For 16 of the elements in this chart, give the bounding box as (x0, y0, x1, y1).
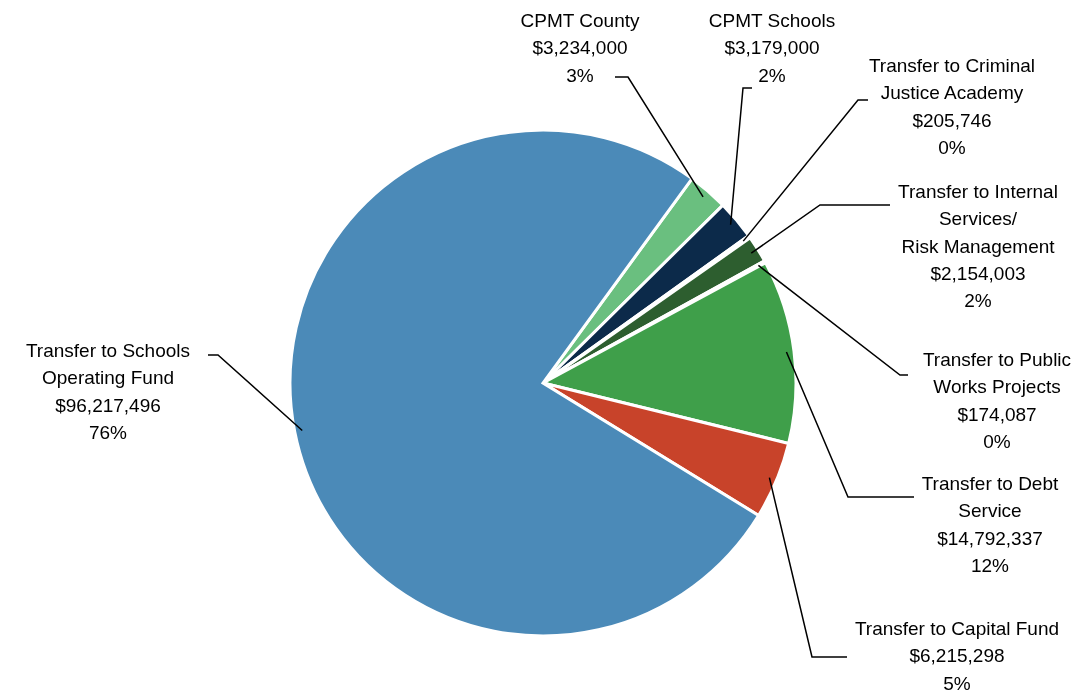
data-label: $2,154,003 2% (930, 262, 1026, 312)
slice-label: Transfer to Debt Service (921, 473, 1059, 522)
slice-label: Transfer to Capital Fund (854, 618, 1060, 639)
data-label: $205,746 0% (912, 109, 992, 158)
data-label: $14,792,337 12% (937, 527, 1043, 576)
data-label: $96,217,496 76% (55, 394, 161, 443)
slice-label: Transfer to Schools Operating Fund (25, 340, 191, 389)
slice-label: CPMT County (520, 10, 640, 31)
data-label: $174,087 0% (957, 403, 1037, 452)
slice-label: Transfer to Criminal Justice Academy (868, 55, 1036, 104)
slice-label: CPMT Schools (708, 10, 836, 31)
data-label: $3,179,000 2% (724, 37, 820, 86)
data-label: $6,215,298 5% (909, 645, 1005, 692)
data-label: $3,234,000 3% (532, 37, 628, 86)
slice-label: Transfer to Internal Services/ Risk Management (898, 181, 1058, 257)
slice-label: Transfer to Public Works Projects (922, 349, 1072, 398)
